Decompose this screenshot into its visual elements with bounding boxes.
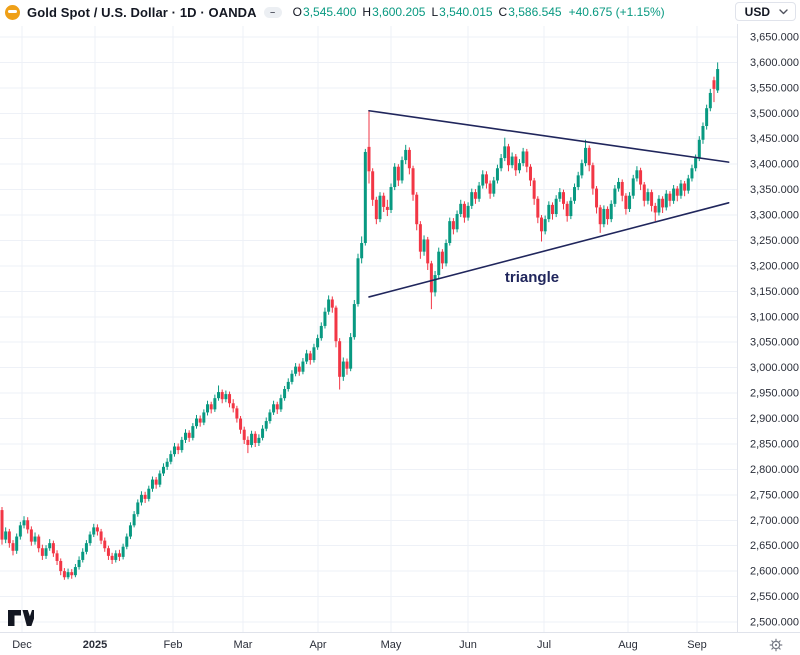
price-axis-label: 3,500.000 (750, 108, 799, 120)
trendline-lower[interactable] (368, 202, 730, 298)
price-axis-label: 2,900.000 (750, 413, 799, 425)
time-axis-label: Feb (164, 639, 183, 651)
time-axis-label: Aug (618, 639, 638, 651)
time-axis-label: Dec (12, 639, 32, 651)
price-axis-label: 3,200.000 (750, 260, 799, 272)
price-axis-label: 3,150.000 (750, 286, 799, 298)
close-value: 3,586.545 (508, 5, 562, 19)
chevron-down-icon (779, 8, 788, 14)
grid (0, 26, 737, 632)
price-axis-label: 2,950.000 (750, 388, 799, 400)
open-value: 3,545.400 (303, 5, 357, 19)
close-label: C (498, 5, 508, 19)
time-axis-label: Jun (459, 639, 477, 651)
price-axis-label: 3,250.000 (750, 235, 799, 247)
time-axis[interactable]: Dec 2025 Feb Mar Apr May Jun Jul Aug Sep (12, 639, 707, 651)
time-axis-label: Mar (234, 639, 253, 651)
triangle-annotation[interactable]: triangle (505, 269, 559, 286)
price-axis-label: 2,550.000 (750, 591, 799, 603)
price-axis-label: 3,000.000 (750, 362, 799, 374)
price-axis-label: 3,600.000 (750, 57, 799, 69)
price-axis-label: 2,650.000 (750, 540, 799, 552)
time-axis-label: May (381, 639, 402, 651)
time-axis-label: Sep (687, 639, 707, 651)
symbol-logo-icon (5, 4, 20, 20)
price-axis-label: 2,500.000 (750, 617, 799, 629)
price-axis-label: 3,350.000 (750, 184, 799, 196)
candles-series (0, 62, 720, 580)
low-value: 3,540.015 (439, 5, 493, 19)
low-label: L (431, 5, 439, 19)
currency-selector-value: USD (744, 4, 770, 19)
time-axis-label: 2025 (83, 639, 107, 651)
chart-legend: Gold Spot / U.S. Dollar · 1D · OANDA – O… (5, 4, 665, 20)
price-axis[interactable]: 3,650.000 3,600.000 3,550.000 3,500.000 3,45… (750, 32, 799, 629)
price-axis-label: 2,750.000 (750, 489, 799, 501)
price-axis-label: 2,700.000 (750, 515, 799, 527)
high-value: 3,600.205 (372, 5, 426, 19)
price-axis-label: 3,550.000 (750, 82, 799, 94)
price-axis-label: 2,800.000 (750, 464, 799, 476)
price-axis-label: 3,400.000 (750, 159, 799, 171)
open-label: O (292, 5, 303, 19)
price-axis-label: 3,100.000 (750, 311, 799, 323)
tradingview-logo-icon[interactable] (8, 610, 34, 628)
axis-separators (0, 24, 800, 633)
currency-selector-button[interactable]: USD (734, 2, 796, 21)
ohlc-values: O 3,545.400 H 3,600.205 L 3,540.015 C 3,… (293, 5, 665, 19)
time-axis-label: Apr (309, 639, 326, 651)
trendline-upper[interactable] (368, 109, 730, 163)
symbol-title[interactable]: Gold Spot / U.S. Dollar · 1D · OANDA (27, 4, 257, 20)
price-axis-label: 2,850.000 (750, 438, 799, 450)
price-axis-label: 3,650.000 (750, 32, 799, 44)
price-axis-label: 3,300.000 (750, 210, 799, 222)
time-axis-label: Jul (537, 639, 551, 651)
price-axis-label: 3,050.000 (750, 337, 799, 349)
price-axis-label: 2,600.000 (750, 566, 799, 578)
high-label: H (362, 5, 372, 19)
legend-collapse-button[interactable]: – (263, 6, 282, 18)
price-axis-label: 3,450.000 (750, 133, 799, 145)
change-value: +40.675 (+1.15%) (568, 5, 665, 19)
axis-settings-gear-icon[interactable] (768, 637, 784, 653)
